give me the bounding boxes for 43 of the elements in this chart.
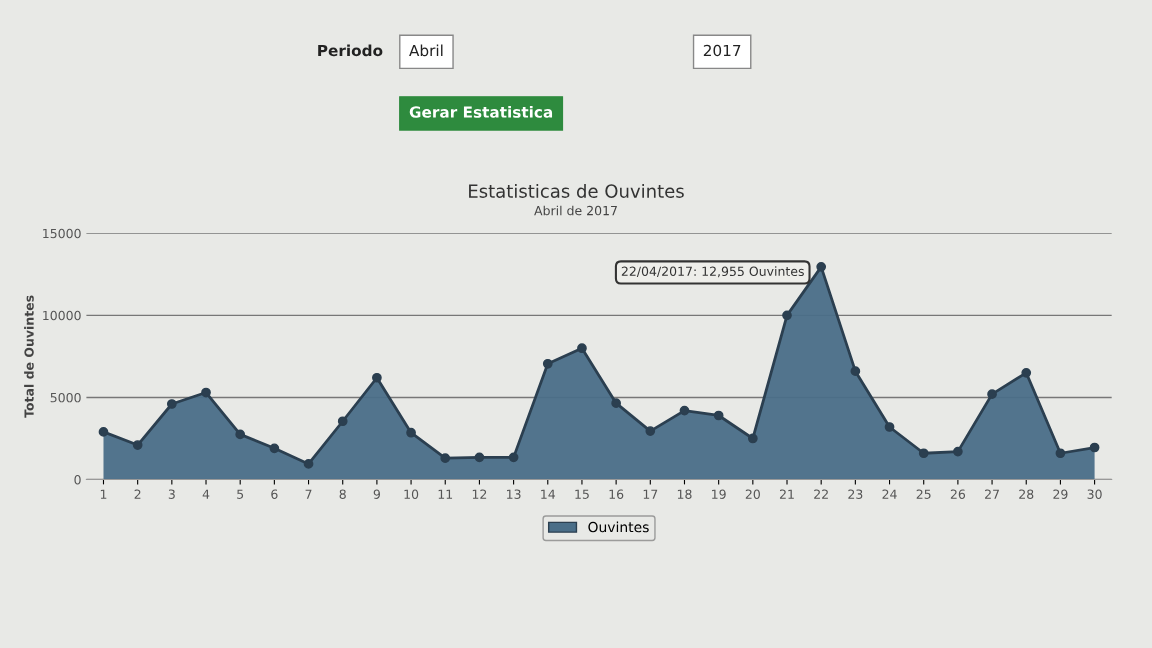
x-tick-label: 16 bbox=[609, 489, 624, 499]
x-tick-label: 24 bbox=[882, 489, 897, 499]
text: Gerar Estatistica bbox=[409, 106, 553, 118]
x-tick-label: 14 bbox=[541, 489, 556, 499]
x-tick-label: 7 bbox=[305, 489, 312, 499]
text: 2017 bbox=[703, 44, 741, 57]
chart-subtitle: Abril de 2017 bbox=[534, 205, 617, 216]
x-tick-label: 17 bbox=[643, 489, 658, 499]
y-tick-label: 5000 bbox=[50, 392, 81, 403]
x-tick-label: 6 bbox=[271, 489, 278, 499]
x-tick-label: 3 bbox=[168, 489, 175, 499]
annotation: 22/04/2017: 12,955 Ouvintes bbox=[621, 266, 804, 278]
x-tick-label: 25 bbox=[916, 489, 931, 499]
x-tick-label: 27 bbox=[985, 489, 999, 499]
legend-label: Ouvintes bbox=[588, 521, 649, 533]
chart-title: Estatisticas de Ouvintes bbox=[469, 183, 684, 198]
x-tick-label: 11 bbox=[438, 489, 453, 499]
x-tick-label: 12 bbox=[472, 489, 487, 499]
x-tick-label: 21 bbox=[779, 489, 794, 499]
x-tick-label: 26 bbox=[950, 489, 966, 499]
x-tick-label: 4 bbox=[202, 489, 210, 499]
x-tick-label: 8 bbox=[339, 489, 346, 499]
x-tick-label: 9 bbox=[373, 489, 380, 499]
x-tick-label: 13 bbox=[507, 489, 521, 499]
x-tick-label: 29 bbox=[1053, 489, 1068, 499]
x-tick-label: 20 bbox=[745, 489, 760, 499]
x-tick-label: 2 bbox=[134, 489, 141, 499]
text: Periodo bbox=[318, 44, 383, 57]
x-tick-label: 30 bbox=[1087, 489, 1102, 499]
text: Abril bbox=[409, 44, 443, 57]
x-tick-label: 10 bbox=[404, 489, 419, 499]
y-axis-title: Total de Ouvintes bbox=[24, 295, 34, 418]
x-tick-label: 19 bbox=[712, 489, 726, 499]
x-tick-label: 15 bbox=[575, 489, 589, 499]
x-tick-label: 1 bbox=[100, 489, 107, 499]
x-tick-label: 23 bbox=[848, 489, 863, 499]
x-tick-label: 5 bbox=[237, 489, 244, 499]
y-tick-label: 10000 bbox=[43, 310, 81, 321]
x-tick-label: 18 bbox=[677, 489, 692, 499]
x-tick-label: 22 bbox=[814, 489, 828, 499]
y-tick-label: 15000 bbox=[43, 228, 81, 239]
x-tick-label: 28 bbox=[1019, 489, 1034, 499]
y-tick-label: 0 bbox=[74, 474, 81, 485]
